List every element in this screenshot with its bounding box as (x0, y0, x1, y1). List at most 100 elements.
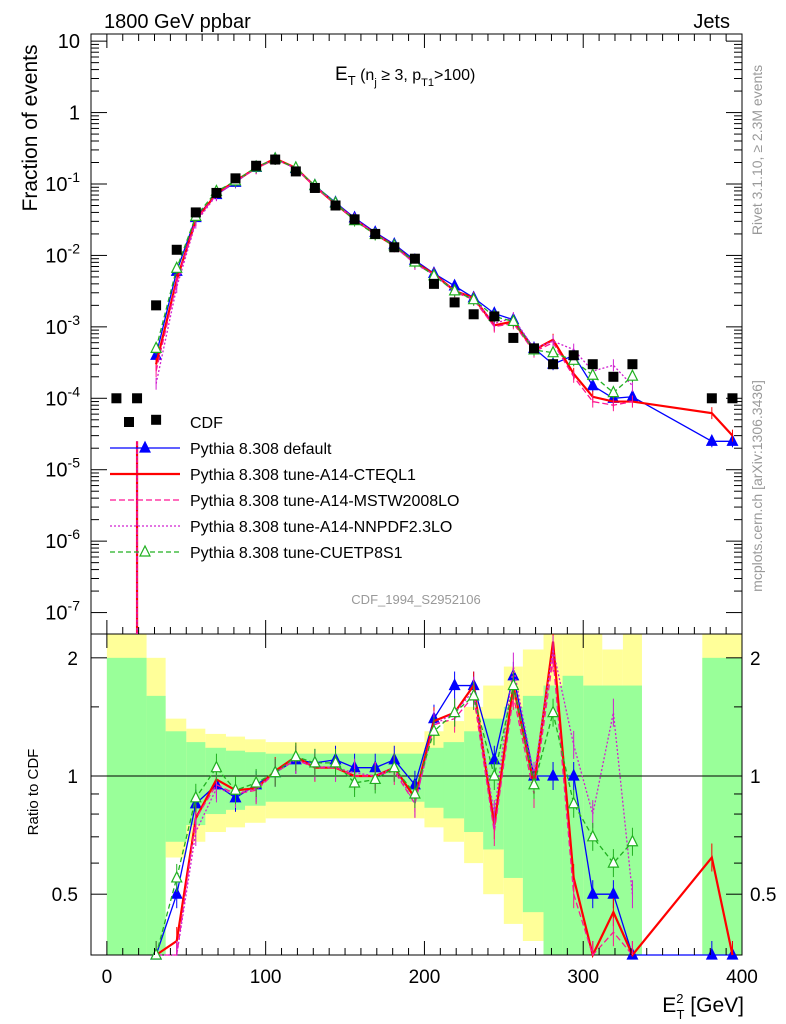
cdf-point-23 (568, 350, 579, 361)
legend: CDF Pythia 8.308 default Pythia 8.308 tune… (110, 415, 459, 562)
legend-marker-0 (139, 440, 151, 453)
title-main: E (335, 64, 348, 85)
cdf-point-11 (330, 200, 341, 211)
cdf-point-27 (706, 393, 717, 404)
series-line-top-4 (155, 158, 633, 394)
bottom-frame (90, 633, 743, 956)
xtick-label-1: 100 (250, 967, 282, 988)
legend-label-0: Pythia 8.308 default (190, 441, 332, 458)
cdf-point-extra (151, 414, 162, 425)
band-green-0 (106, 657, 147, 955)
cdf-data (111, 154, 738, 425)
rtick-label-r-1: 1 (750, 767, 761, 788)
ytick-label-0: 10-7 (45, 598, 80, 625)
cdf-point-13 (370, 228, 381, 239)
marker-ratio-0-21 (567, 768, 580, 781)
ytick-label-3: 10-4 (45, 383, 80, 410)
side-rivet: Rivet 3.1.10, ≥ 2.3M events (749, 65, 765, 235)
cdf-point-22 (548, 359, 559, 370)
cdf-point-9 (290, 166, 301, 177)
cdf-point-15 (409, 253, 420, 264)
marker-top-0-22 (586, 378, 599, 391)
cdf-point-17 (449, 297, 460, 308)
xlabel-unit: [GeV] (684, 994, 744, 1017)
legend-label-1: Pythia 8.308 tune-A14-CTEQL1 (190, 467, 416, 484)
band-green-14 (543, 685, 563, 955)
band-green-3 (186, 742, 206, 826)
top-frame (90, 33, 743, 635)
cdf-point-20 (508, 332, 519, 343)
band-green-8 (424, 747, 444, 808)
marker-ratio-4-2 (189, 790, 202, 803)
cdf-point-25 (608, 371, 619, 382)
marker-ratio-4-5 (250, 775, 263, 788)
marker-ratio-4-21 (567, 796, 580, 809)
rtick-label-0: 0.5 (52, 885, 78, 906)
ytick-label-8: 10 (58, 31, 80, 53)
marker-ratio-4-7 (289, 749, 302, 762)
series-layer (111, 151, 739, 960)
marker-top-4-18 (507, 314, 520, 327)
band-green-10 (464, 731, 484, 833)
title-sub-j: j (373, 77, 376, 89)
marker-ratio-4-12 (388, 760, 401, 773)
xlabel-sup: 2 (676, 991, 683, 1006)
xtick-label-4: 400 (726, 967, 758, 988)
rtick-label-r-2: 2 (750, 649, 761, 670)
band-green-12 (503, 706, 523, 878)
marker-top-4-24 (626, 368, 639, 381)
band-green-9 (443, 742, 465, 819)
cdf-point-14 (389, 242, 400, 253)
marker-ratio-0-20 (547, 768, 560, 781)
ylabel-top: Fraction of events (19, 45, 42, 212)
series-line-top-1 (155, 157, 734, 437)
marker-top-4-20 (547, 345, 560, 358)
ytick-label-6: 10-1 (45, 169, 80, 196)
band-green-2 (165, 731, 187, 842)
title-sub-t1: T1 (421, 77, 434, 89)
title-rest: >100) (434, 67, 475, 84)
cdf-point-16 (428, 278, 439, 289)
ytick-label-7: 1 (69, 103, 80, 125)
cdf-point-6 (230, 173, 241, 184)
band-green-1 (146, 695, 166, 955)
cdf-point-3 (171, 244, 182, 255)
cdf-point-4 (190, 207, 201, 218)
series-line-top-0 (155, 158, 733, 442)
cdf-point-19 (489, 311, 500, 322)
title-sub-main: T (348, 73, 356, 88)
marker-ratio-4-4 (229, 782, 242, 795)
cdf-point-1 (132, 393, 143, 404)
legend-label-4: Pythia 8.308 tune-CUETP8S1 (190, 545, 403, 562)
marker-ratio-4-19 (528, 777, 540, 790)
marker-ratio-4-18 (507, 678, 520, 691)
marker-ratio-4-0 (150, 947, 163, 960)
marker-ratio-4-20 (547, 705, 560, 718)
legend-label-2: Pythia 8.308 tune-A14-MSTW2008LO (190, 493, 459, 510)
marker-ratio-4-6 (269, 765, 282, 778)
xtick-label-0: 0 (102, 967, 113, 988)
legend-marker-4 (139, 544, 151, 557)
xlabel-sub: T (677, 1007, 685, 1022)
title-geq: ≥ 3, p (377, 67, 421, 84)
rtick-label-1: 1 (67, 767, 78, 788)
marker-top-4-0 (150, 341, 163, 353)
side-mcplots: mcplots.cern.ch [arXiv:1306.3436] (749, 380, 765, 592)
marker-ratio-0-22 (586, 886, 599, 899)
marker-top-4-22 (586, 367, 599, 380)
marker-ratio-4-23 (607, 855, 620, 868)
header-right: Jets (693, 11, 730, 33)
marker-top-4-15 (448, 283, 461, 296)
marker-ratio-4-15 (448, 705, 461, 718)
marker-ratio-4-3 (210, 760, 223, 773)
marker-ratio-4-13 (408, 786, 421, 799)
chart-title: ET (nj ≥ 3, pT1>100) (335, 64, 475, 89)
cdf-point-21 (528, 343, 539, 354)
rtick-label-2: 2 (67, 649, 78, 670)
marker-ratio-4-14 (427, 723, 440, 736)
cdf-point-7 (251, 160, 262, 171)
marker-ratio-4-10 (348, 775, 361, 788)
axis-ticks: 0 100 200 300 400 10-7 10-6 10-5 10-4 10-3 10-2 10-… (45, 31, 776, 988)
marker-ratio-4-17 (488, 768, 501, 781)
